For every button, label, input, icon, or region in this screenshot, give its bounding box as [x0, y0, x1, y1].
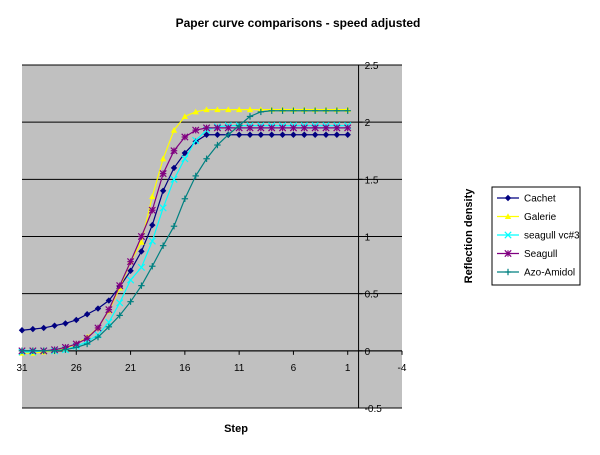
x-tick-label: 31: [16, 363, 28, 374]
y-tick-label: 0: [365, 347, 371, 358]
y-tick-label: 2: [365, 118, 371, 129]
x-tick-label: 21: [125, 363, 137, 374]
y-axis-title: Reflection density: [463, 188, 475, 284]
legend: Cachet Galerie seagull vc#3 Seagull Azo-Amid…: [492, 187, 580, 285]
data-point: [138, 233, 144, 239]
data-point: [106, 306, 112, 312]
y-tick-label: 2.5: [365, 61, 379, 72]
data-point: [149, 207, 155, 213]
x-tick-label: -4: [398, 363, 407, 374]
legend-label: Azo-Amidol: [524, 268, 575, 279]
data-point: [160, 170, 166, 176]
legend-label: Galerie: [524, 212, 557, 223]
y-tick-label: -0.5: [365, 404, 383, 415]
legend-label: Cachet: [524, 194, 556, 205]
data-point: [84, 335, 90, 341]
data-point: [225, 125, 231, 131]
chart-title: Paper curve comparisons - speed adjusted: [176, 16, 421, 30]
legend-marker: [505, 250, 511, 256]
data-point: [312, 125, 318, 131]
x-tick-label: 1: [345, 363, 351, 374]
data-point: [301, 125, 307, 131]
data-point: [171, 148, 177, 154]
x-tick-label: 11: [234, 363, 245, 374]
x-axis-title: Step: [224, 423, 248, 435]
y-tick-label: 0.5: [365, 290, 379, 301]
x-tick-label: 6: [291, 363, 297, 374]
y-tick-label: 1: [365, 233, 371, 244]
y-tick-label: 1.5: [365, 175, 379, 186]
data-point: [334, 125, 340, 131]
x-tick-label: 26: [71, 363, 83, 374]
data-point: [117, 282, 123, 288]
data-point: [269, 125, 275, 131]
x-tick-label: 16: [179, 363, 191, 374]
data-point: [182, 134, 188, 140]
data-point: [193, 127, 199, 133]
legend-label: Seagull: [524, 249, 557, 260]
data-point: [127, 258, 133, 264]
data-point: [258, 125, 264, 131]
data-point: [323, 125, 329, 131]
data-point: [247, 125, 253, 131]
data-point: [95, 325, 101, 331]
data-point: [279, 125, 285, 131]
data-point: [203, 125, 209, 131]
data-point: [214, 125, 220, 131]
legend-label: seagull vc#3: [524, 231, 580, 242]
data-point: [345, 125, 351, 131]
data-point: [290, 125, 296, 131]
